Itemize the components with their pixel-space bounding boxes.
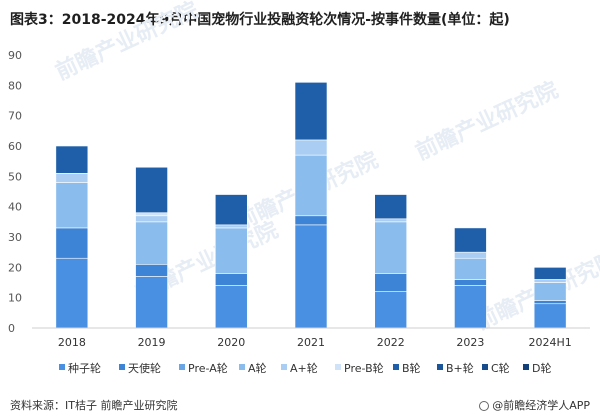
bar-segment: [294, 82, 328, 141]
y-tick-label: 90: [8, 49, 22, 62]
bar-segment: [55, 257, 89, 329]
x-tick-label: 2019: [138, 336, 166, 349]
legend-label: D轮: [532, 361, 551, 375]
bar-segment: [55, 227, 89, 259]
watermark-text: 前瞻产业研究院: [52, 0, 203, 85]
bars-layer: [55, 82, 567, 329]
bar-segment: [135, 166, 168, 214]
legend-swatch: [239, 364, 245, 370]
bar-segment: [454, 285, 487, 329]
y-tick-label: 70: [8, 110, 22, 123]
bar-segment: [55, 173, 89, 183]
bar-segment: [533, 279, 567, 283]
legend-swatch: [437, 364, 443, 370]
x-tick-label: 2022: [377, 336, 405, 349]
legend-swatch: [179, 364, 185, 370]
legend-label: Pre-B轮: [344, 361, 384, 375]
chart-title: 图表3：2018-2024年9月中国宠物行业投融资轮次情况-按事件数量(单位：起…: [10, 12, 510, 28]
legend-label: A轮: [248, 361, 267, 375]
watermark-text: 前瞻产业研究院: [412, 77, 563, 166]
bar-segment: [214, 227, 248, 274]
legend-swatch: [335, 364, 341, 370]
bar-segment: [533, 303, 567, 329]
bar-segment: [135, 221, 168, 265]
y-tick-label: 50: [8, 170, 22, 183]
legend-label: 种子轮: [68, 361, 101, 375]
bar-segment: [294, 224, 328, 329]
bar-segment: [374, 194, 408, 220]
y-tick-label: 30: [8, 231, 22, 244]
x-tick-label: 2024H1: [529, 336, 572, 349]
legend: 种子轮 天使轮 Pre-A轮 A轮 A+轮 Pre-B轮 B轮 B+轮 C轮 D轮: [59, 361, 551, 375]
bar-segment: [533, 282, 567, 302]
source-note: 资料来源：IT桔子 前瞻产业研究院: [10, 399, 178, 412]
legend-swatch: [59, 364, 65, 370]
legend-label: B+轮: [446, 361, 474, 375]
bar-segment: [374, 273, 408, 292]
bar-segment: [135, 215, 168, 223]
x-tick-label: 2018: [58, 336, 86, 349]
y-tick-label: 80: [8, 79, 22, 92]
x-tick-label: 2020: [217, 336, 245, 349]
legend-swatch: [523, 364, 529, 370]
bar-segment: [294, 215, 328, 226]
bar-segment: [135, 276, 168, 329]
legend-swatch: [393, 364, 399, 370]
bar-segment: [454, 251, 487, 259]
legend-label: Pre-A轮: [188, 361, 228, 375]
legend-label: 天使轮: [128, 361, 161, 375]
bar-segment: [55, 182, 89, 229]
x-tick-label: 2021: [297, 336, 325, 349]
bar-segment: [214, 224, 248, 229]
legend-swatch: [482, 364, 488, 370]
bar-segment: [294, 139, 328, 156]
y-tick-label: 20: [8, 261, 22, 274]
bar-segment: [135, 212, 168, 217]
brand-logo-icon: [479, 401, 490, 411]
bar-segment: [214, 273, 248, 286]
bar-segment: [454, 257, 487, 280]
bar-segment: [135, 263, 168, 277]
y-tick-label: 10: [8, 292, 22, 305]
x-axis: 2018 2019 2020 2021 2022 2023 2024H1: [32, 327, 590, 349]
bar-segment: [374, 221, 408, 274]
bar-segment: [533, 267, 567, 280]
y-tick-label: 40: [8, 201, 22, 214]
bar-segment: [374, 218, 408, 223]
x-tick-label: 2023: [456, 336, 484, 349]
y-tick-label: 0: [8, 322, 15, 335]
bar-segment: [533, 300, 567, 305]
bar-segment: [454, 227, 487, 253]
bar-segment: [454, 279, 487, 286]
legend-swatch: [119, 364, 125, 370]
legend-label: C轮: [491, 361, 510, 375]
legend-swatch: [281, 364, 287, 370]
bar-segment: [214, 194, 248, 226]
y-axis: 0 10 20 30 40 50 60 70 80 90: [8, 49, 22, 335]
app-brand-text: @前瞻经济学人APP: [492, 399, 590, 412]
legend-label: A+轮: [290, 361, 318, 375]
bar-segment: [374, 291, 408, 329]
bar-segment: [294, 154, 328, 217]
app-brand: @前瞻经济学人APP: [479, 397, 590, 413]
legend-label: B轮: [402, 361, 421, 375]
y-tick-label: 60: [8, 140, 22, 153]
bar-segment: [214, 285, 248, 329]
bar-segment: [55, 145, 89, 174]
